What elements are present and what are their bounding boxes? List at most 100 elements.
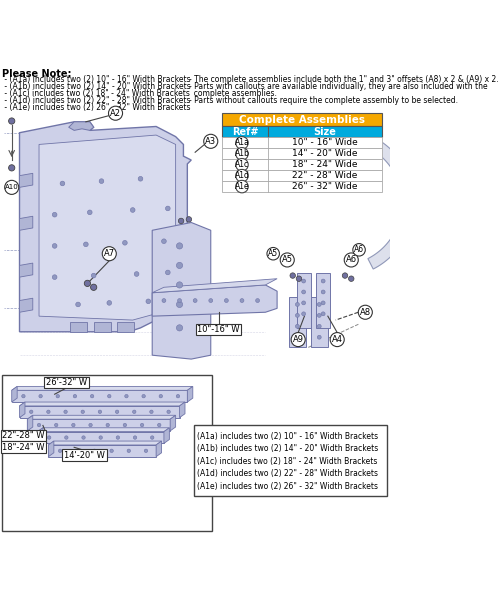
Circle shape [52,212,57,217]
Circle shape [144,449,148,453]
Text: - (A1b) includes two (2) 14" - 20" Width Brackets: - (A1b) includes two (2) 14" - 20" Width… [2,82,191,91]
FancyBboxPatch shape [196,324,241,335]
Circle shape [48,436,51,439]
Circle shape [134,436,137,439]
Circle shape [186,217,192,222]
Polygon shape [12,387,17,402]
Text: A10: A10 [5,185,18,191]
Text: A1e: A1e [234,182,250,191]
Circle shape [150,410,153,413]
Circle shape [291,333,305,347]
Text: A5: A5 [268,249,278,258]
Circle shape [88,210,92,215]
Circle shape [134,272,139,276]
Polygon shape [48,445,156,457]
Text: A4: A4 [332,335,342,344]
Circle shape [236,159,248,171]
Circle shape [138,177,143,181]
Circle shape [58,449,62,453]
Circle shape [267,247,280,260]
Polygon shape [164,428,170,443]
Text: A1a: A1a [234,139,250,148]
Circle shape [318,302,321,306]
Circle shape [84,280,90,287]
Text: A9: A9 [292,335,304,344]
Circle shape [162,299,166,302]
Text: 10"-16" W: 10"-16" W [198,325,240,334]
Circle shape [30,410,33,413]
Circle shape [92,449,96,453]
Circle shape [236,180,248,193]
Circle shape [280,253,294,267]
Text: 22"-28" W: 22"-28" W [2,431,44,440]
Polygon shape [12,390,188,402]
Circle shape [296,276,302,281]
FancyBboxPatch shape [1,430,46,442]
Polygon shape [20,402,185,406]
Polygon shape [117,322,134,332]
Polygon shape [48,441,162,445]
Polygon shape [222,159,382,170]
Text: Complete Assemblies: Complete Assemblies [240,115,366,125]
Circle shape [302,301,306,305]
FancyBboxPatch shape [44,377,89,388]
Circle shape [176,301,182,307]
Text: (A1c) includes two (2) 18" - 24" Width Brackets: (A1c) includes two (2) 18" - 24" Width B… [198,457,378,466]
Circle shape [224,299,228,302]
Text: A2: A2 [110,109,121,118]
Text: A7: A7 [104,249,115,258]
Polygon shape [68,122,94,131]
Polygon shape [48,441,54,457]
Polygon shape [152,285,277,316]
Circle shape [123,424,126,427]
Circle shape [64,436,68,439]
Circle shape [39,394,42,398]
Polygon shape [28,415,176,419]
Circle shape [330,333,344,347]
Circle shape [348,276,354,281]
Polygon shape [152,279,277,293]
Circle shape [22,394,25,398]
Polygon shape [222,181,382,192]
Polygon shape [156,441,162,457]
Polygon shape [222,126,382,137]
Text: A6: A6 [354,245,364,254]
Circle shape [81,410,84,413]
Circle shape [209,299,212,302]
Text: 18" - 24" Wide: 18" - 24" Wide [292,160,358,169]
Polygon shape [38,428,170,432]
Circle shape [178,218,184,224]
Text: A3: A3 [205,137,216,146]
Circle shape [236,137,248,149]
Circle shape [130,208,135,212]
Circle shape [178,299,182,302]
Circle shape [92,273,96,278]
FancyBboxPatch shape [194,425,387,495]
Circle shape [98,410,102,413]
Text: Size: Size [314,127,336,137]
Polygon shape [316,273,330,328]
Circle shape [318,335,321,339]
Circle shape [296,302,300,306]
Polygon shape [94,322,111,332]
Circle shape [102,247,117,261]
Circle shape [236,169,248,182]
Circle shape [107,301,112,306]
Polygon shape [170,415,175,431]
Circle shape [204,134,218,148]
Polygon shape [20,402,25,417]
Circle shape [89,424,92,427]
Circle shape [150,436,154,439]
Circle shape [318,324,321,329]
Text: 10" - 16" Wide: 10" - 16" Wide [292,139,358,148]
Circle shape [124,394,128,398]
Circle shape [256,299,260,302]
Circle shape [296,324,300,329]
Circle shape [46,410,50,413]
Text: - (A1c) includes two (2) 18" - 24" Width Brackets: - (A1c) includes two (2) 18" - 24" Width… [2,89,190,98]
Text: A1d: A1d [234,171,250,180]
Polygon shape [20,298,33,312]
Circle shape [108,394,111,398]
Circle shape [236,148,248,160]
Circle shape [82,436,85,439]
